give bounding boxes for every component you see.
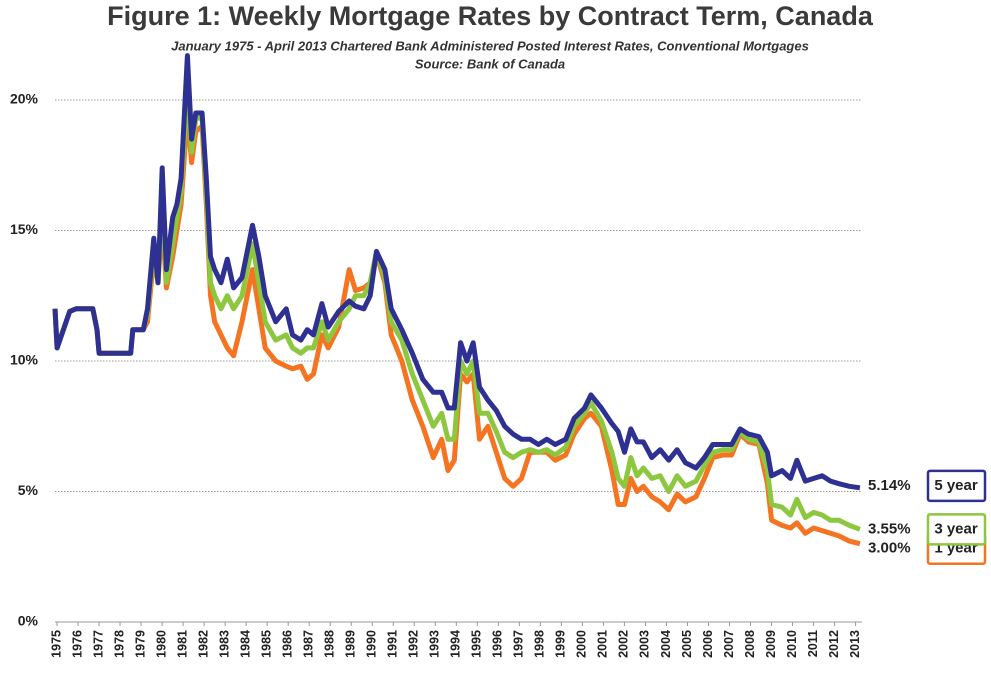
x-tick-label: 1987 <box>301 630 315 658</box>
series-line <box>52 110 861 547</box>
x-tick-label: 1992 <box>407 630 421 658</box>
x-tick-label: 1988 <box>323 630 337 658</box>
x-tick-label: 1990 <box>365 630 379 658</box>
end-label: 5.14% <box>868 477 911 494</box>
x-tick-label: 1991 <box>386 630 400 658</box>
y-tick-label: 15% <box>10 221 39 237</box>
x-tick-label: 1981 <box>175 630 189 658</box>
x-tick-label: 1995 <box>470 630 484 658</box>
legend-box <box>926 469 987 503</box>
x-tick-label: 2011 <box>806 630 820 657</box>
x-tick-label: 2004 <box>659 630 673 658</box>
y-tick-label: 0% <box>18 613 39 629</box>
x-tick-label: 2007 <box>722 630 736 658</box>
x-tick-label: 2010 <box>785 630 799 658</box>
x-tick-label: 1998 <box>533 630 547 658</box>
x-tick-label: 1989 <box>344 630 358 658</box>
x-tick-label: 1986 <box>280 630 294 658</box>
legend-box <box>926 513 987 546</box>
legend-label: 5 year <box>934 477 978 494</box>
x-tick-label: 2006 <box>701 630 715 658</box>
x-tick-label: 1976 <box>70 630 84 658</box>
x-tick-label: 1993 <box>428 630 442 658</box>
legend-item: 5 year <box>926 469 987 503</box>
x-tick-label: 2013 <box>848 630 862 658</box>
x-tick-label: 1999 <box>554 630 568 658</box>
x-tick-label: 1985 <box>259 630 273 658</box>
x-tick-label: 1996 <box>491 630 505 658</box>
x-tick-label: 1980 <box>154 630 168 658</box>
x-tick-label: 1975 <box>49 630 63 658</box>
x-tick-label: 1994 <box>449 630 463 658</box>
end-label: 3.00% <box>868 540 911 557</box>
x-tick-label: 1983 <box>217 630 231 658</box>
x-tick-label: 2002 <box>617 630 631 658</box>
legend-label: 3 year <box>934 520 978 537</box>
x-tick-label: 2003 <box>638 630 652 658</box>
x-tick-label: 1977 <box>91 630 105 658</box>
x-tick-label: 1984 <box>238 630 252 658</box>
x-tick-label: 1978 <box>112 630 126 658</box>
x-tick-label: 1997 <box>512 630 526 658</box>
y-tick-label: 5% <box>18 482 39 498</box>
chart-subtitle: January 1975 - April 2013 Chartered Bank… <box>171 38 809 53</box>
series-line <box>52 84 861 532</box>
y-tick-label: 20% <box>10 91 39 107</box>
series-line <box>52 53 861 491</box>
x-tick-label: 2008 <box>743 630 757 658</box>
x-tick-label: 2000 <box>575 630 589 658</box>
legend-item: 3 year <box>926 513 987 546</box>
x-tick-label: 1982 <box>196 630 210 658</box>
x-tick-label: 2001 <box>596 630 610 658</box>
x-tick-label: 2009 <box>764 630 778 658</box>
chart-title: Figure 1: Weekly Mortgage Rates by Contr… <box>107 1 874 31</box>
x-tick-label: 2012 <box>827 630 841 658</box>
x-tick-label: 1979 <box>133 630 147 658</box>
y-tick-label: 10% <box>10 352 39 368</box>
x-tick-label: 2005 <box>680 630 694 658</box>
chart-source: Source: Bank of Canada <box>415 56 565 71</box>
end-label: 3.55% <box>868 520 911 537</box>
